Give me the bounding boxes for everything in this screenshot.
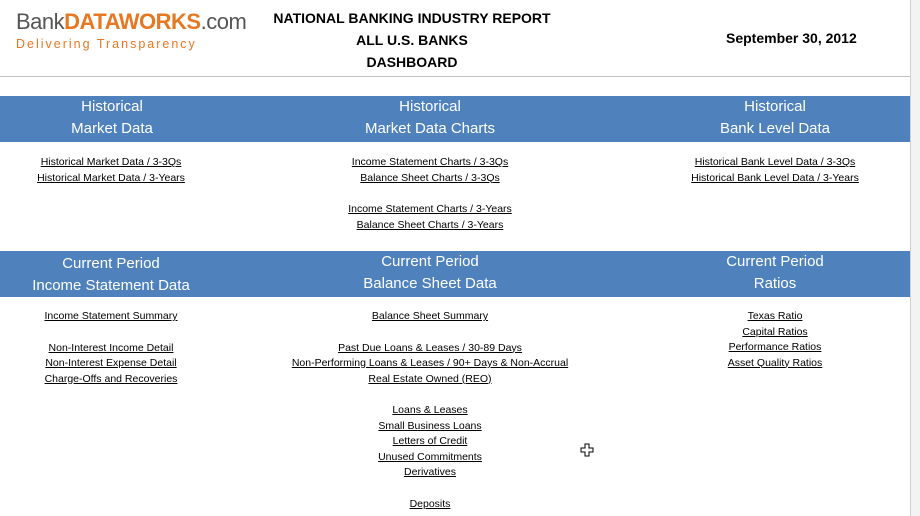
link-real-estate-owned[interactable]: Real Estate Owned (REO) [368,372,492,385]
historical-market-data-links: Historical Market Data / 3-3Qs Historica… [11,155,211,186]
report-title-line2: ALL U.S. BANKS [356,32,468,48]
link-historical-market-data-3-years[interactable]: Historical Market Data / 3-Years [37,171,185,184]
heading-line1: Historical [744,98,806,115]
link-income-statement-charts-3-years[interactable]: Income Statement Charts / 3-Years [348,203,512,215]
heading-historical-market-data: Historical Market Data [12,96,212,140]
heading-line2: Market Data [71,120,153,137]
current-ratios-links: Texas Ratio Capital Ratios Performance R… [665,309,885,371]
link-income-statement-charts-3-3qs[interactable]: Income Statement Charts / 3-3Qs [351,156,509,168]
link-historical-bank-level-data-3-3qs[interactable]: Historical Bank Level Data / 3-3Qs [694,156,856,168]
header-divider [0,76,910,77]
link-balance-sheet-summary[interactable]: Balance Sheet Summary [371,310,489,322]
current-balance-sheet-links: Balance Sheet Summary Past Due Loans & L… [270,309,590,512]
historical-bank-level-data-links: Historical Bank Level Data / 3-3Qs Histo… [665,155,885,186]
link-historical-bank-level-data-3-years[interactable]: Historical Bank Level Data / 3-Years [691,171,859,184]
heading-line2: Income Statement Data [32,277,190,294]
spacer [11,325,211,341]
spacer [270,387,590,403]
heading-line2: Market Data Charts [364,120,496,137]
link-asset-quality-ratios[interactable]: Asset Quality Ratios [727,356,823,369]
link-small-business-loans[interactable]: Small Business Loans [378,419,482,432]
current-period-section-band: Current Period Income Statement Data Cur… [0,251,910,297]
heading-line1: Current Period [381,253,479,270]
window-right-margin [911,0,920,516]
link-past-due-loans-leases[interactable]: Past Due Loans & Leases / 30-89 Days [338,341,522,354]
link-non-interest-expense-detail[interactable]: Non-Interest Expense Detail [45,357,177,369]
report-date: September 30, 2012 [726,30,857,46]
bankdataworks-logo[interactable]: BankDATAWORKS.com Delivering Transparenc… [16,9,247,52]
heading-historical-bank-level-data: Historical Bank Level Data [665,96,885,140]
plus-cursor-icon [580,443,594,457]
link-capital-ratios[interactable]: Capital Ratios [742,325,808,338]
heading-line1: Historical [399,98,461,115]
historical-section-band: Historical Market Data Historical Market… [0,96,910,142]
logo-tagline: Delivering Transparency [16,37,197,51]
heading-line2: Ratios [753,275,797,292]
sheet-right-border [910,0,911,516]
spacer [270,325,590,341]
report-header: BankDATAWORKS.com Delivering Transparenc… [0,0,910,76]
logo-wordmark: BankDATAWORKS.com [16,9,247,34]
link-performance-ratios[interactable]: Performance Ratios [728,341,822,353]
logo-dataworks-text: DATAWORKS [64,9,201,34]
link-derivatives[interactable]: Derivatives [404,466,456,478]
link-non-interest-income-detail[interactable]: Non-Interest Income Detail [48,341,174,354]
report-title: NATIONAL BANKING INDUSTRY REPORT ALL U.S… [262,7,562,73]
report-title-line3: DASHBOARD [366,54,458,70]
link-non-performing-loans-leases[interactable]: Non-Performing Loans & Leases / 90+ Days… [291,357,569,369]
link-historical-market-data-3-3qs[interactable]: Historical Market Data / 3-3Qs [40,156,182,168]
heading-line1: Historical [81,98,143,115]
heading-current-balance-sheet-data: Current Period Balance Sheet Data [300,251,560,295]
link-deposits[interactable]: Deposits [409,497,451,510]
link-balance-sheet-charts-3-3qs[interactable]: Balance Sheet Charts / 3-3Qs [360,171,500,184]
heading-current-ratios: Current Period Ratios [665,251,885,295]
heading-line1: Current Period [726,253,824,270]
current-income-statement-links: Income Statement Summary Non-Interest In… [11,309,211,387]
link-loans-leases[interactable]: Loans & Leases [392,404,468,416]
heading-line2: Balance Sheet Data [363,275,497,292]
heading-line1: Current Period [62,255,160,272]
heading-line2: Bank Level Data [719,120,831,137]
link-balance-sheet-charts-3-years[interactable]: Balance Sheet Charts / 3-Years [356,218,504,231]
link-income-statement-summary[interactable]: Income Statement Summary [44,310,178,322]
heading-historical-market-data-charts: Historical Market Data Charts [300,96,560,140]
link-unused-commitments[interactable]: Unused Commitments [378,450,482,463]
spacer [270,481,590,497]
link-charge-offs-and-recoveries[interactable]: Charge-Offs and Recoveries [44,372,178,385]
spacer [280,186,580,202]
link-letters-of-credit[interactable]: Letters of Credit [392,435,468,447]
heading-current-income-statement-data: Current Period Income Statement Data [0,253,222,297]
report-title-line1: NATIONAL BANKING INDUSTRY REPORT [273,10,551,26]
historical-market-data-charts-links: Income Statement Charts / 3-3Qs Balance … [280,155,580,233]
logo-bank-text: Bank [16,9,65,34]
link-texas-ratio[interactable]: Texas Ratio [747,310,803,322]
logo-com-text: .com [200,9,247,34]
